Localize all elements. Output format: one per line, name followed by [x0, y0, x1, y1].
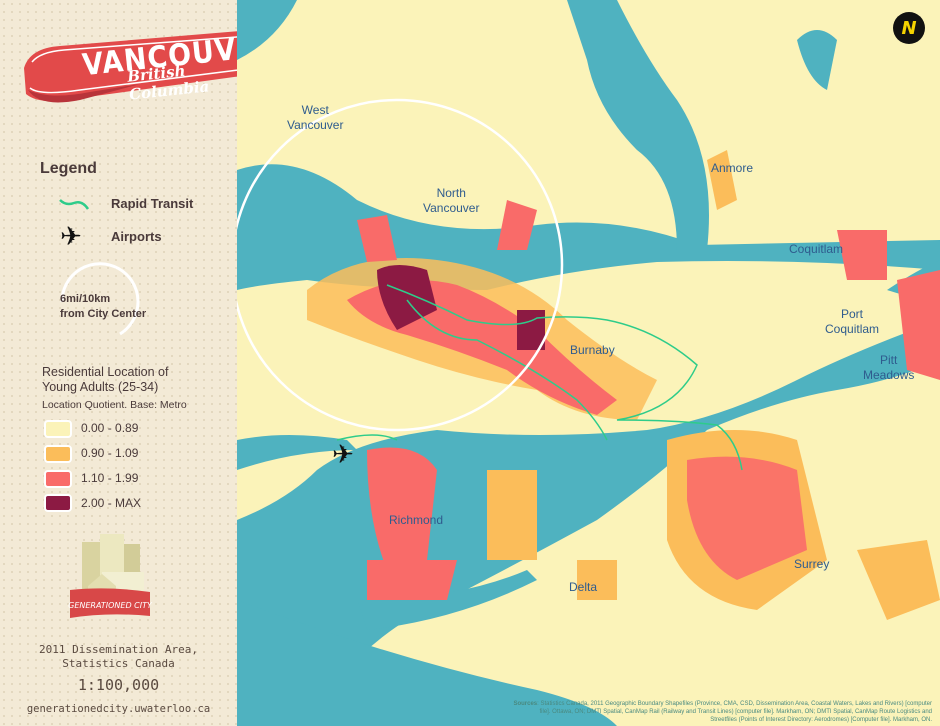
airport-marker-icon[interactable]: ✈	[332, 440, 354, 470]
svg-text:GENERATIONED CITY: GENERATIONED CITY	[68, 601, 153, 610]
generationed-city-logo: GENERATIONED CITY	[68, 534, 153, 618]
title-ribbon	[24, 30, 256, 103]
place-pitt-meadows: Pitt Meadows	[863, 353, 914, 383]
rapid-transit-icon	[59, 199, 90, 210]
airport-icon: ✈	[60, 222, 82, 252]
variable-title: Residential Location of Young Adults (25-…	[42, 365, 168, 395]
place-delta: Delta	[569, 580, 598, 594]
sources-note: Sources: Statistics Canada, 2011 Geograp…	[512, 700, 932, 724]
sources-text: : Statistics Canada, 2011 Geographic Bou…	[537, 701, 932, 723]
class-label-4: 2.00 - MAX	[81, 496, 142, 510]
legend-rapid-transit: Rapid Transit	[111, 196, 194, 211]
data-source-2: Statistics Canada	[62, 657, 175, 670]
data-source: 2011 Dissemination Area, Statistics Canad…	[0, 643, 237, 671]
place-line: Port	[841, 307, 864, 321]
variable-title-2: Young Adults (25-34)	[42, 380, 159, 394]
place-line: Meadows	[863, 368, 915, 382]
place-anmore: Anmore	[711, 161, 754, 175]
radius-line-2: from City Center	[60, 308, 147, 320]
legend-radius: 6mi/10km from City Center	[60, 292, 146, 322]
place-burnaby: Burnaby	[570, 343, 615, 357]
class-swatch-4	[44, 494, 72, 512]
north-arrow-icon: N	[893, 12, 925, 44]
class-label-2: 0.90 - 1.09	[81, 446, 139, 460]
place-line: Vancouver	[287, 118, 344, 132]
place-line: West	[301, 103, 329, 117]
rapid-transit-line	[336, 284, 743, 471]
place-surrey: Surrey	[794, 557, 830, 571]
variable-title-1: Residential Location of	[42, 365, 169, 379]
sources-label: Sources	[513, 701, 538, 707]
place-coquitlam: Coquitlam	[789, 242, 844, 256]
website-link[interactable]: generationedcity.uwaterloo.ca	[26, 703, 211, 715]
variable-subtitle: Location Quotient. Base: Metro	[42, 399, 187, 411]
legend-airports: Airports	[111, 229, 162, 244]
place-line: Pitt	[880, 353, 898, 367]
map-svg[interactable]	[230, 0, 940, 726]
data-source-1: 2011 Dissemination Area,	[39, 643, 198, 656]
radius-circle-icon	[60, 262, 140, 336]
place-port-coquitlam: Port Coquitlam	[825, 307, 879, 337]
place-line: Vancouver	[423, 201, 480, 215]
young-adult-density-polygons	[307, 150, 940, 620]
legend-heading: Legend	[40, 160, 97, 177]
place-line: Coquitlam	[825, 322, 880, 336]
map-scale: 1:100,000	[77, 676, 160, 694]
class-label-3: 1.10 - 1.99	[81, 471, 139, 485]
class-swatch-1	[44, 420, 72, 438]
place-west-vancouver: West Vancouver	[287, 103, 343, 133]
place-north-vancouver: North Vancouver	[423, 186, 479, 216]
place-line: North	[436, 186, 466, 200]
map-canvas[interactable]: ✈ N West Vancouver North Vancouver Anmore …	[230, 0, 940, 726]
radius-line-1: 6mi/10km	[60, 293, 111, 305]
place-richmond: Richmond	[389, 513, 444, 527]
legend-panel: VANCOUVER British Columbia Legend Rapid …	[0, 0, 279, 726]
class-label-1: 0.00 - 0.89	[81, 421, 139, 435]
class-swatch-3	[44, 470, 72, 488]
class-swatch-2	[44, 445, 72, 463]
